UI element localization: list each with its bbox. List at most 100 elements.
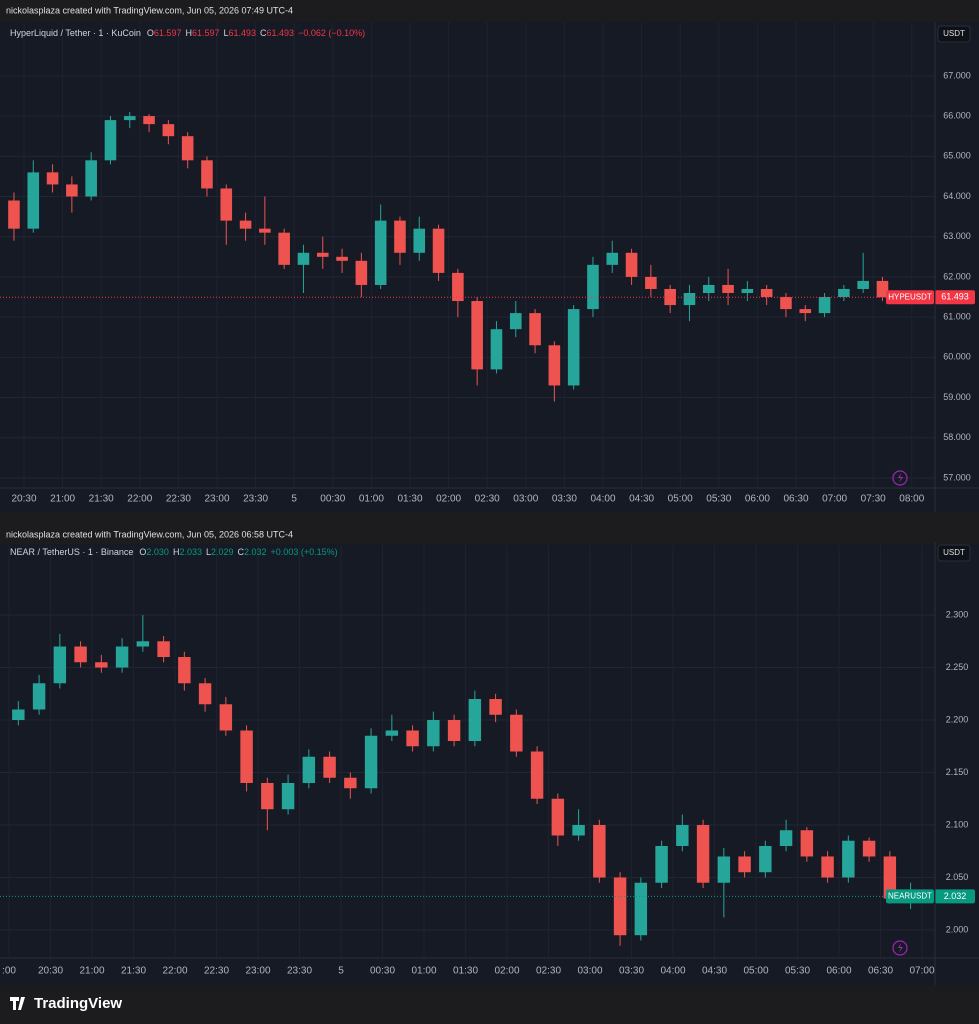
candle-body <box>625 252 638 277</box>
x-tick-label: 20:30 <box>11 494 36 505</box>
candle-body <box>66 184 78 197</box>
x-tick-label: 22:30 <box>166 494 191 505</box>
candle-body <box>181 136 194 161</box>
x-tick-label: 05:30 <box>785 966 810 977</box>
x-tick-label: 08:00 <box>899 494 924 505</box>
candle-body <box>394 220 406 253</box>
candle-body <box>261 782 274 810</box>
candle-body <box>676 824 689 846</box>
candle-body <box>683 292 696 306</box>
y-tick-label: 63.000 <box>943 231 971 241</box>
x-tick-label: 5 <box>338 966 344 977</box>
candle-body <box>259 228 271 233</box>
candle-body <box>702 284 715 293</box>
candle-body <box>838 288 850 298</box>
x-tick-label: 23:00 <box>204 494 229 505</box>
candles <box>8 112 889 402</box>
ohlc-label: H <box>173 547 180 557</box>
candle-body <box>344 777 357 789</box>
candle-body <box>115 646 129 668</box>
candle-body <box>123 116 136 121</box>
x-tick-label: 21:30 <box>89 494 114 505</box>
legend: NEAR / TetherUS · 1 · Binance O2.030 H2.03… <box>10 547 338 557</box>
candle-body <box>634 882 648 936</box>
symbol-tag: HYPEUSDT <box>888 292 932 301</box>
x-tick-label: 03:00 <box>513 494 538 505</box>
currency-box <box>937 25 971 43</box>
candle-body <box>883 856 897 899</box>
candle-body <box>281 782 295 810</box>
ohlc-value: 2.030 <box>146 547 169 557</box>
candle-body <box>302 756 316 783</box>
y-tick-label: 57.000 <box>943 472 971 482</box>
x-tick-label: 01:00 <box>359 494 384 505</box>
x-tick-label: 05:00 <box>743 966 768 977</box>
candle-body <box>471 301 483 370</box>
candle-body <box>447 720 461 742</box>
x-tick-label: 00:30 <box>320 494 345 505</box>
candle-body <box>510 714 523 752</box>
ohlc-label: O <box>139 547 146 557</box>
candle-body <box>157 641 170 658</box>
candle-body <box>490 329 503 370</box>
y-tick-label: 67.000 <box>943 70 971 80</box>
replay-icon <box>892 940 908 956</box>
candle-body <box>162 124 175 137</box>
ohlc-value: 2.032 <box>244 547 267 557</box>
candle-body <box>509 313 522 330</box>
candle-body <box>220 188 233 221</box>
x-tick-label: 23:00 <box>245 966 270 977</box>
ohlc-value: 2.033 <box>179 547 202 557</box>
y-tick-label: 58.000 <box>943 432 971 442</box>
y-tick-label: 62.000 <box>943 271 971 281</box>
change: +0.003 (+0.15%) <box>271 547 338 557</box>
candle-body <box>842 840 855 878</box>
candle-body <box>645 276 657 289</box>
y-tick-label: 2.200 <box>946 714 969 724</box>
ohlc-value: 61.597 <box>192 28 220 38</box>
candle-body <box>364 735 378 789</box>
candle-body <box>741 288 754 293</box>
ohlc-value: 61.597 <box>154 28 182 38</box>
candle-body <box>722 284 734 293</box>
x-tick-label: 05:30 <box>706 494 731 505</box>
candle-body <box>738 856 751 873</box>
replay-icon-bolt <box>898 473 903 483</box>
x-tick-label: 23:30 <box>287 966 312 977</box>
x-tick-label: 03:00 <box>577 966 602 977</box>
x-tick-label: 02:30 <box>475 494 500 505</box>
ohlc-label: H <box>185 28 192 38</box>
x-tick-label: 21:00 <box>79 966 104 977</box>
y-tick-label: 2.250 <box>946 662 969 672</box>
candle-body <box>316 252 329 257</box>
candle-body <box>355 260 368 285</box>
candle-body <box>530 751 544 799</box>
candle-body <box>876 280 889 298</box>
candle-body <box>427 720 440 747</box>
x-tick-label: 23:30 <box>243 494 268 505</box>
candle-body <box>452 272 464 302</box>
candle-body <box>593 824 606 878</box>
candle-body <box>240 730 253 783</box>
currency-box <box>937 544 971 562</box>
candle-body <box>104 120 117 161</box>
candle-body <box>143 116 155 125</box>
candle-body <box>696 824 710 883</box>
price-tag-bg <box>935 889 975 904</box>
candle-body <box>27 172 40 229</box>
candles <box>12 615 917 946</box>
replay-icon <box>892 470 908 486</box>
candle-body <box>529 313 541 346</box>
candle-body <box>587 264 599 310</box>
price-tag-bg <box>935 290 975 305</box>
x-tick-label: 01:00 <box>411 966 436 977</box>
y-tick-label: 66.000 <box>943 110 971 120</box>
panel <box>0 22 979 512</box>
ohlc-label: O <box>147 28 154 38</box>
ohlc-label: L <box>206 547 211 557</box>
candle-body <box>572 824 585 836</box>
x-tick-label: 20:30 <box>38 966 63 977</box>
candle-body <box>655 845 668 883</box>
price-tag: 61.493 <box>941 292 969 302</box>
currency: USDT <box>943 548 965 557</box>
